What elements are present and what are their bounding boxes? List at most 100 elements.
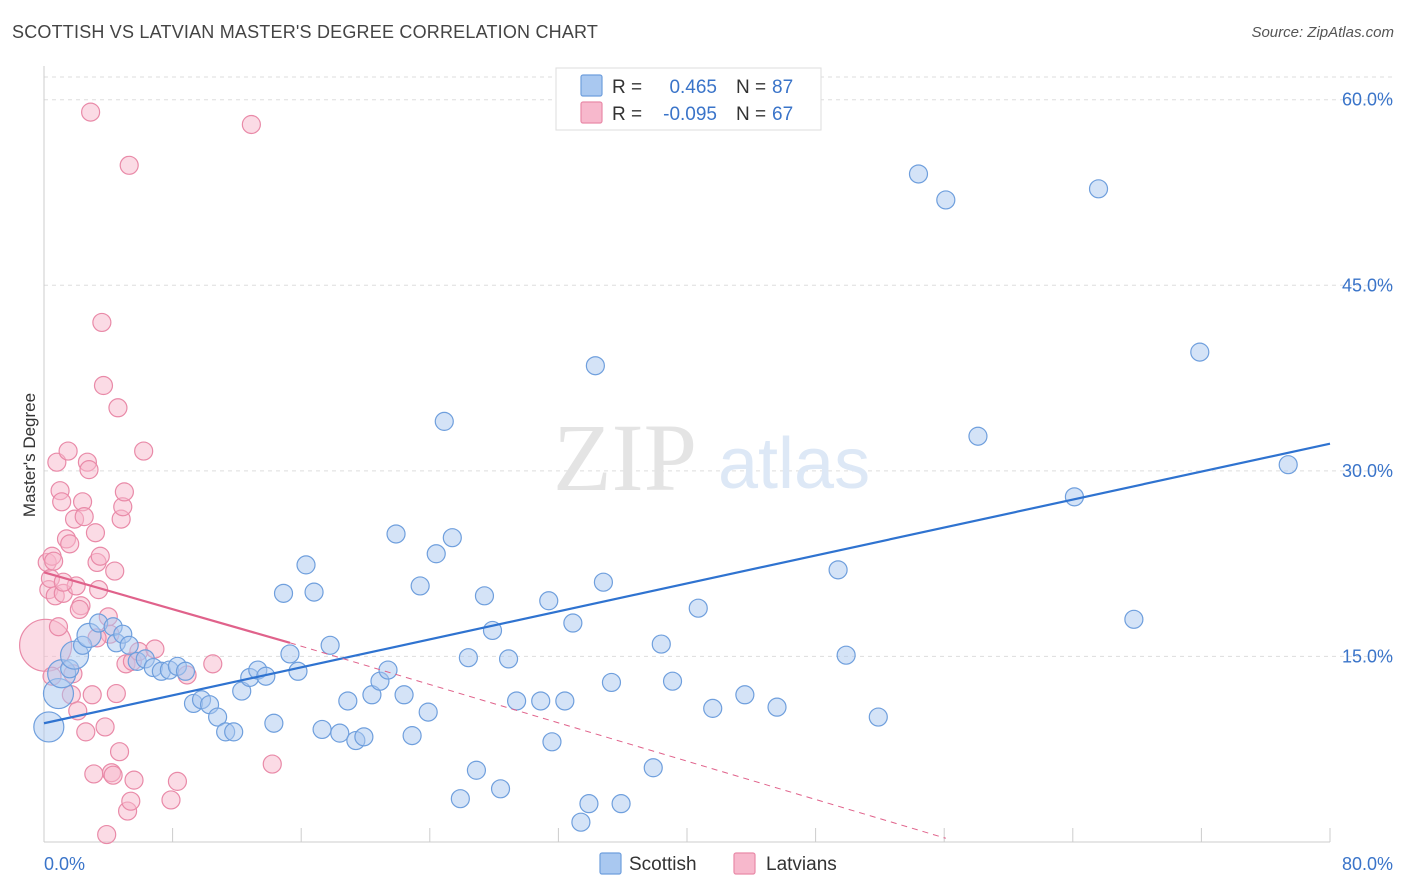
scottish-point bbox=[643, 758, 663, 778]
scottish-point bbox=[585, 356, 605, 376]
scottish-point bbox=[651, 634, 671, 654]
legend-r-value-latvians: -0.095 bbox=[663, 104, 717, 125]
scottish-point bbox=[688, 598, 708, 618]
legend-n-label-scottish: N = bbox=[736, 77, 766, 98]
latvians-point bbox=[161, 790, 181, 810]
series-scottish-points bbox=[33, 164, 1298, 832]
latvians-point bbox=[74, 507, 94, 527]
axes bbox=[43, 66, 1331, 843]
scottish-point bbox=[735, 685, 755, 705]
scottish-point bbox=[601, 672, 622, 693]
scottish-point bbox=[434, 411, 454, 431]
latvians-trendline-extension bbox=[289, 642, 946, 839]
scottish-point bbox=[280, 644, 300, 664]
scottish-point bbox=[908, 164, 929, 184]
watermark: ZIP atlas bbox=[553, 404, 870, 511]
latvians-point bbox=[167, 771, 188, 791]
bottom-legend-swatch-latvians bbox=[733, 852, 756, 875]
y-tick-label: 15.0% bbox=[1342, 646, 1393, 666]
scottish-point bbox=[402, 726, 422, 746]
legend-r-value-scottish: 0.465 bbox=[669, 77, 717, 98]
scottish-point bbox=[1190, 342, 1210, 362]
latvians-point bbox=[84, 764, 104, 784]
latvians-trendline bbox=[43, 571, 291, 644]
y-axis-label: Master's Degree bbox=[20, 393, 39, 517]
scottish-point bbox=[507, 691, 527, 711]
legend-n-value-latvians: 67 bbox=[772, 104, 793, 125]
latvians-point bbox=[114, 482, 134, 502]
latvians-point bbox=[119, 155, 139, 175]
scottish-point bbox=[264, 713, 284, 733]
scottish-point bbox=[703, 698, 723, 718]
scottish-point bbox=[304, 582, 324, 602]
latvians-point bbox=[85, 523, 106, 543]
latvians-point bbox=[121, 791, 141, 811]
scottish-point bbox=[828, 560, 848, 580]
y-tick-label: 30.0% bbox=[1342, 461, 1393, 481]
scottish-point bbox=[836, 645, 856, 665]
scottish-point bbox=[474, 586, 495, 606]
scottish-point bbox=[119, 635, 139, 655]
latvians-point bbox=[262, 754, 282, 774]
chart-source: Source: ZipAtlas.com bbox=[1251, 24, 1394, 41]
latvians-point bbox=[76, 722, 96, 742]
latvians-point bbox=[79, 460, 99, 480]
legend-r-label-latvians: R = bbox=[612, 104, 642, 125]
latvians-point bbox=[82, 685, 102, 705]
latvians-point bbox=[108, 398, 128, 418]
latvians-point bbox=[203, 654, 223, 674]
scottish-point bbox=[418, 702, 438, 722]
watermark-atlas: atlas bbox=[718, 424, 870, 504]
scottish-point bbox=[338, 691, 358, 711]
scottish-point bbox=[1088, 179, 1109, 199]
scottish-point bbox=[330, 723, 350, 743]
scottish-point bbox=[571, 812, 591, 832]
bottom-legend: Scottish Latvians bbox=[599, 852, 837, 875]
scottish-point bbox=[288, 661, 308, 681]
scottish-point bbox=[354, 727, 374, 747]
latvians-point bbox=[95, 717, 115, 737]
latvians-point bbox=[81, 102, 101, 122]
scottish-trendline bbox=[43, 442, 1331, 725]
trendlines bbox=[43, 442, 1331, 839]
bottom-legend-swatch-scottish bbox=[599, 852, 622, 875]
scottish-point bbox=[542, 732, 562, 752]
scottish-point bbox=[33, 711, 65, 743]
x-tick-label-min: 0.0% bbox=[44, 854, 85, 874]
latvians-point bbox=[52, 492, 72, 512]
latvians-point bbox=[69, 599, 89, 620]
legend-swatch-latvians bbox=[580, 101, 603, 124]
scottish-point bbox=[563, 613, 583, 633]
scottish-point bbox=[767, 697, 787, 717]
legend: R = 0.465 N = 87 R = -0.095 N = 67 bbox=[555, 67, 822, 131]
latvians-point bbox=[109, 742, 130, 762]
latvians-point bbox=[93, 375, 114, 396]
latvians-point bbox=[90, 546, 110, 566]
scottish-point bbox=[579, 794, 599, 814]
scottish-point bbox=[442, 528, 462, 548]
latvians-point bbox=[106, 683, 126, 704]
latvians-point bbox=[103, 765, 123, 785]
latvians-point bbox=[97, 824, 117, 845]
scottish-point bbox=[426, 544, 446, 564]
scottish-point bbox=[968, 426, 988, 446]
grid bbox=[44, 76, 1394, 657]
x-tick-label-max: 80.0% bbox=[1342, 854, 1393, 874]
bottom-legend-label-latvians: Latvians bbox=[766, 854, 837, 875]
latvians-point bbox=[53, 572, 73, 592]
y-tick-label: 45.0% bbox=[1342, 275, 1393, 295]
scottish-point bbox=[175, 661, 196, 681]
scottish-point bbox=[386, 524, 406, 544]
scottish-point bbox=[490, 779, 511, 799]
latvians-point bbox=[58, 441, 78, 461]
chart-title: SCOTTISH VS LATVIAN MASTER'S DEGREE CORR… bbox=[12, 22, 599, 42]
watermark-zip: ZIP bbox=[553, 404, 697, 511]
legend-n-value-scottish: 87 bbox=[772, 77, 793, 98]
scottish-point bbox=[320, 635, 340, 655]
scottish-point bbox=[1124, 609, 1144, 629]
scottish-point bbox=[296, 555, 316, 575]
latvians-point bbox=[92, 312, 112, 333]
scottish-point bbox=[539, 591, 559, 611]
scottish-point bbox=[312, 719, 332, 740]
latvians-point bbox=[241, 114, 261, 135]
